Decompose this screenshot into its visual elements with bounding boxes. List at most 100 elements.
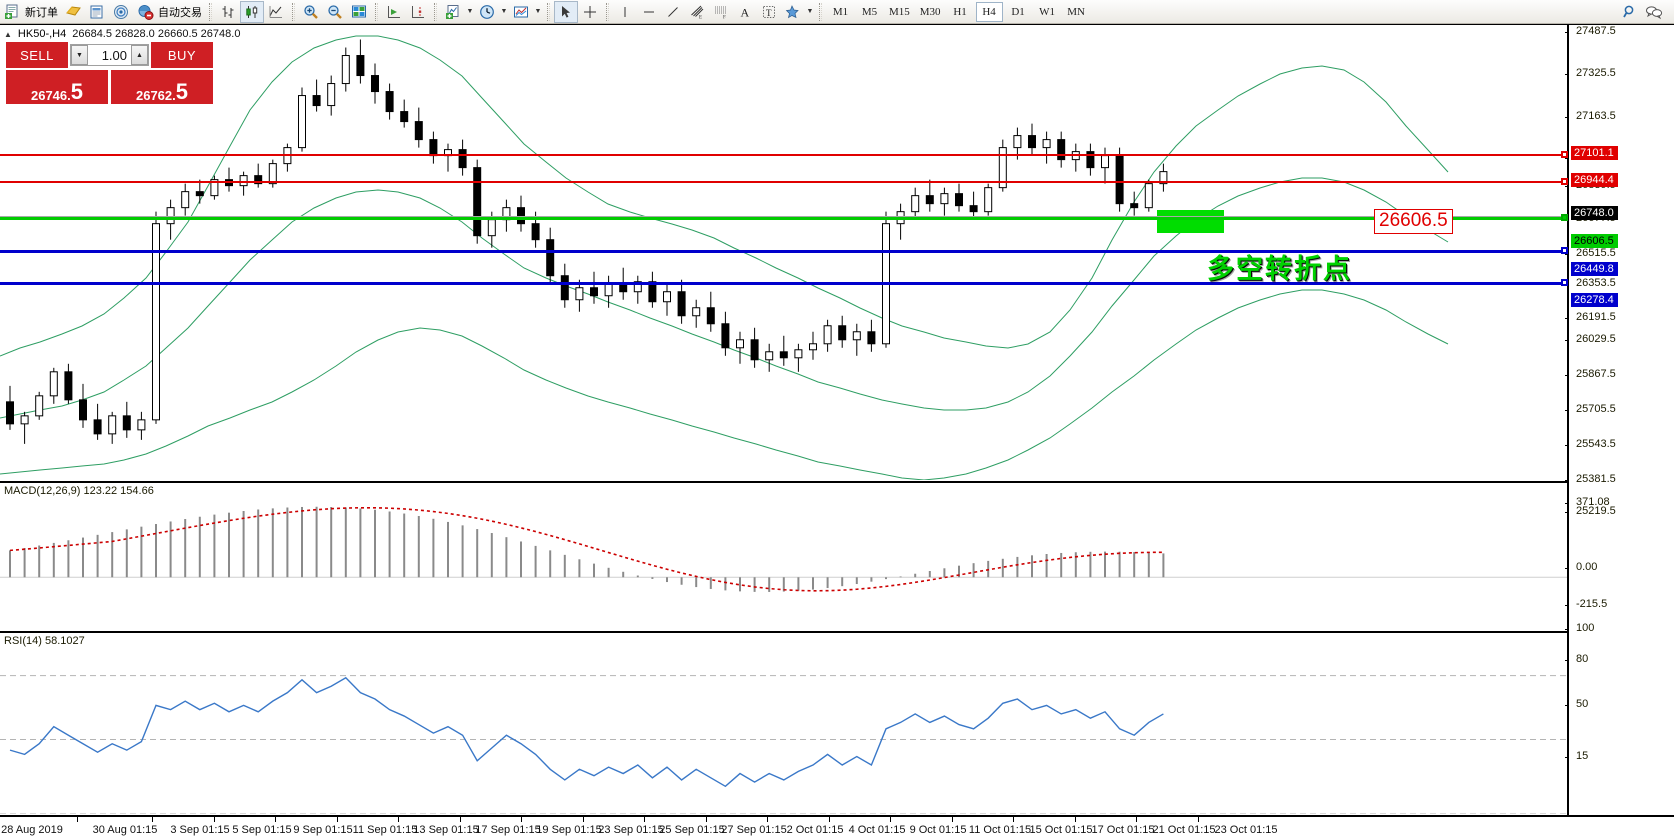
turning-point-annotation[interactable]: 多空转折点 xyxy=(1207,254,1352,285)
time-tick-label: 21 Oct 01:15 xyxy=(1152,824,1216,836)
timeframe-h4[interactable]: H4 xyxy=(975,1,1003,22)
zoom-in-icon[interactable] xyxy=(299,1,323,23)
trendline-icon[interactable] xyxy=(661,1,685,23)
timeframe-m30[interactable]: M30 xyxy=(919,5,941,18)
vline-icon[interactable] xyxy=(613,1,637,23)
timeframe-h1[interactable]: H1 xyxy=(953,5,967,18)
axis-tick-label: 371.08 xyxy=(1576,496,1610,508)
candle-body xyxy=(575,287,584,301)
price-badge[interactable]: 26748.0 xyxy=(1571,206,1618,220)
axis-tick-mark xyxy=(1565,117,1569,118)
candle-body xyxy=(692,307,701,317)
volume-decrement-icon[interactable]: ▼ xyxy=(71,45,88,66)
timeframe-mn[interactable]: MN xyxy=(1067,5,1085,18)
candle-body xyxy=(341,55,350,85)
chat-icon[interactable] xyxy=(1642,1,1666,23)
crosshair-icon[interactable] xyxy=(578,1,602,23)
axis-tick-mark xyxy=(1565,503,1569,504)
signals-icon[interactable] xyxy=(109,1,133,23)
candle-body xyxy=(122,415,131,431)
timeframe-m1[interactable]: M1 xyxy=(832,5,849,18)
text-icon[interactable]: A xyxy=(733,1,757,23)
candle-body xyxy=(531,223,540,241)
volume-input[interactable]: 1.00 xyxy=(88,45,131,66)
price-badge[interactable]: 26449.8 xyxy=(1571,262,1618,276)
add-indicator-icon[interactable] xyxy=(441,1,465,23)
bar-chart-icon[interactable] xyxy=(216,1,240,23)
axis-tick-label: 15 xyxy=(1576,750,1589,762)
time-tick-label: 11 Oct 01:15 xyxy=(968,824,1032,836)
chevron-down-icon[interactable]: ▼ xyxy=(466,8,474,15)
candle-body xyxy=(1101,155,1109,169)
fibo-icon[interactable]: E xyxy=(685,1,709,23)
news-icon[interactable] xyxy=(85,1,109,23)
timeframe-m15[interactable]: M15 xyxy=(889,5,910,18)
bid-price-integer: 26746 xyxy=(30,88,68,103)
price-badge[interactable]: 26278.4 xyxy=(1571,293,1618,307)
candle-body xyxy=(940,193,949,205)
new-order-label[interactable]: 新订单 xyxy=(25,6,58,19)
candle-body xyxy=(1115,155,1124,205)
objects-icon[interactable] xyxy=(781,1,805,23)
toolbar-separator xyxy=(209,2,212,21)
chart-canvas-area[interactable]: 26606.5 多空转折点 MACD(12,26,9) 123.22 154.6… xyxy=(0,24,1674,839)
volume-increment-icon[interactable]: ▲ xyxy=(131,45,148,66)
price-badge[interactable]: 26606.5 xyxy=(1571,234,1618,248)
candle-body xyxy=(1028,135,1036,149)
time-tick-label: 9 Sep 01:15 xyxy=(293,824,353,836)
price-pane[interactable] xyxy=(0,26,1568,480)
bid-price-button[interactable]: 26746 . 5 xyxy=(6,70,108,104)
price-badge[interactable]: 26944.4 xyxy=(1571,173,1618,187)
ask-price-fraction: 5 xyxy=(175,79,189,105)
highlight-zone-rect[interactable] xyxy=(1157,210,1224,233)
axis-tick-mark xyxy=(1565,629,1569,630)
cursor-icon[interactable] xyxy=(554,0,578,23)
chevron-down-icon[interactable]: ▼ xyxy=(534,8,542,15)
bollinger-lower-band xyxy=(0,289,1449,480)
profile-icon[interactable] xyxy=(61,1,85,23)
svg-text:F: F xyxy=(723,15,726,20)
timeframe-m5[interactable]: M5 xyxy=(861,5,878,18)
data-window-icon[interactable] xyxy=(382,1,406,23)
time-tick-mark xyxy=(337,817,338,822)
search-icon[interactable] xyxy=(1618,1,1642,23)
candle-body xyxy=(838,325,847,341)
collapse-triangle-icon[interactable]: ▲ xyxy=(4,29,12,39)
hline-icon[interactable] xyxy=(637,1,661,23)
tile-windows-icon[interactable] xyxy=(347,1,371,23)
toolbar-group-right xyxy=(1618,1,1674,23)
rsi-pane[interactable]: RSI(14) 58.1027 xyxy=(0,631,1567,814)
candle-body xyxy=(1144,183,1153,209)
candle-body xyxy=(823,325,832,345)
zoom-out-icon[interactable] xyxy=(323,1,347,23)
line-chart-icon[interactable] xyxy=(264,1,288,23)
templates-icon[interactable] xyxy=(509,1,533,23)
time-axis[interactable]: 28 Aug 2019 30 Aug 01:15 3 Sep 01:15 5 Sep … xyxy=(0,815,1674,839)
level-callout-label[interactable]: 26606.5 xyxy=(1374,209,1453,234)
new-order-icon[interactable] xyxy=(0,1,24,23)
timeframe-d1[interactable]: D1 xyxy=(1011,5,1025,18)
grid-icon[interactable] xyxy=(406,1,430,23)
text-label-icon[interactable]: T xyxy=(757,1,781,23)
ask-price-button[interactable]: 26762 . 5 xyxy=(111,70,213,104)
one-click-trading-panel[interactable]: SELL ▼ 1.00 ▲ BUY 26746 . 5 26762 . 5 xyxy=(6,42,213,104)
toolbar-group-indicators: ▼ ▼ ▼ xyxy=(441,0,543,24)
autotrading-label[interactable]: 自动交易 xyxy=(158,6,202,19)
price-badge[interactable]: 27101.1 xyxy=(1571,146,1618,160)
sell-button[interactable]: SELL xyxy=(6,42,68,69)
volume-stepper[interactable]: ▼ 1.00 ▲ xyxy=(70,44,149,67)
buy-button[interactable]: BUY xyxy=(151,42,213,69)
autotrading-icon[interactable] xyxy=(133,1,157,23)
price-axis[interactable]: 27487.527325.527163.527001.526839.526677… xyxy=(1565,25,1674,815)
candlestick-chart-icon[interactable] xyxy=(240,0,264,23)
candle-body xyxy=(998,147,1007,189)
chevron-down-icon[interactable]: ▼ xyxy=(806,8,814,15)
candle-body xyxy=(852,331,861,341)
time-tick-mark xyxy=(1136,817,1137,822)
chevron-down-icon[interactable]: ▼ xyxy=(500,8,508,15)
macd-pane[interactable]: MACD(12,26,9) 123.22 154.66 xyxy=(0,481,1567,630)
fibo-fan-icon[interactable]: F xyxy=(709,1,733,23)
timeframe-w1[interactable]: W1 xyxy=(1039,5,1055,18)
time-tick-mark xyxy=(1198,817,1199,822)
timeframe-clock-icon[interactable] xyxy=(475,1,499,23)
